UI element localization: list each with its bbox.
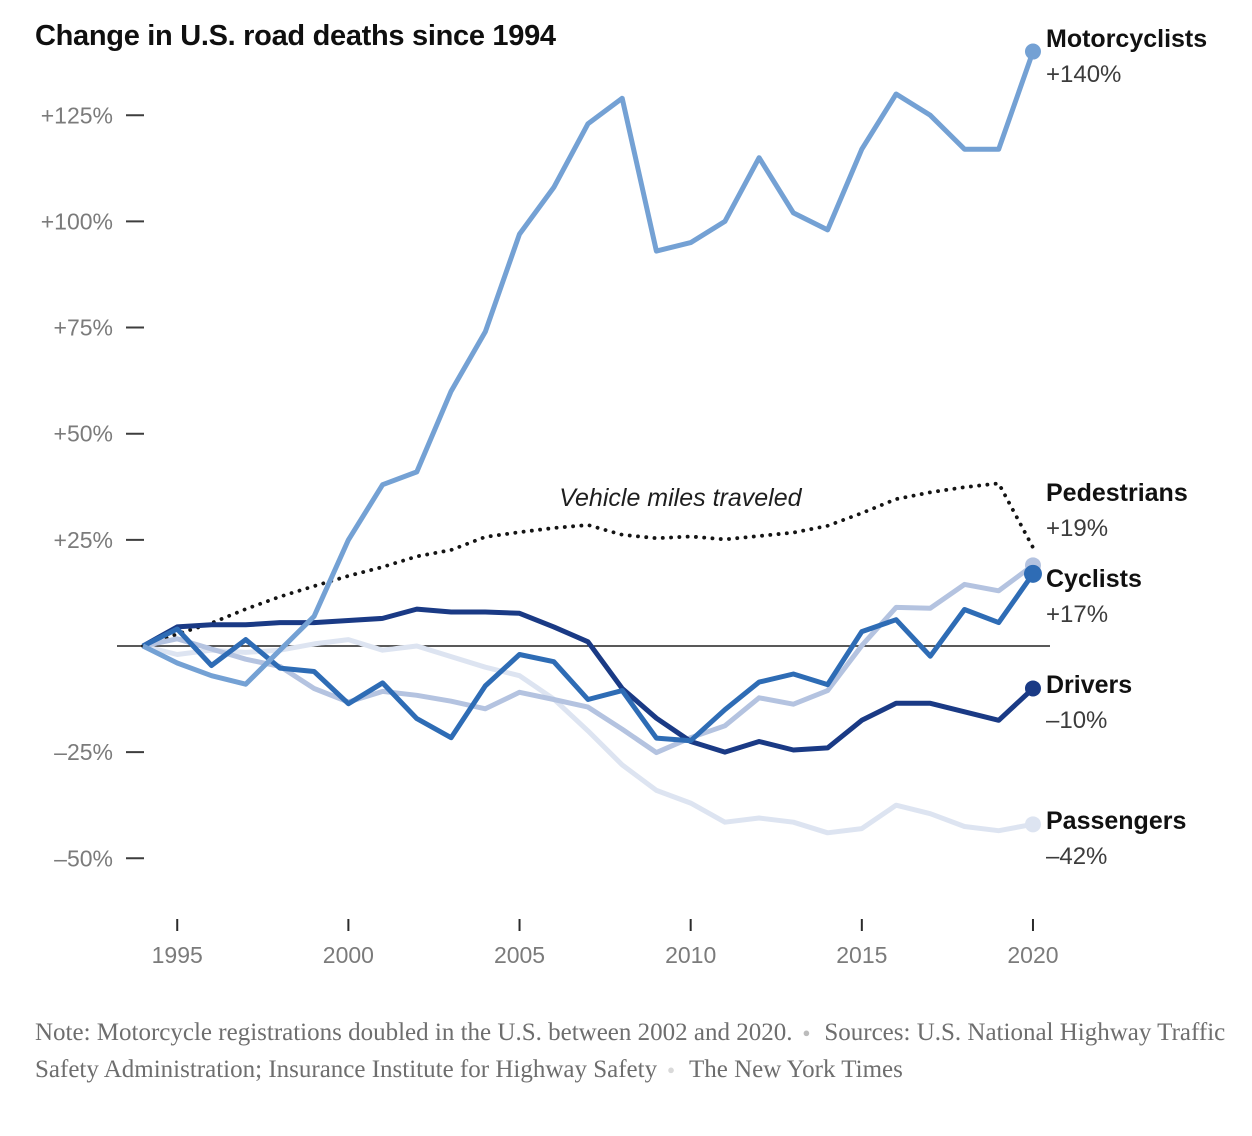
series-line-drivers <box>141 606 1035 755</box>
chart-title: Change in U.S. road deaths since 1994 <box>35 20 556 52</box>
note-part2: Sources: U.S. National Highway Traffic S… <box>35 1019 1226 1083</box>
series-line-pedestrians <box>142 563 1035 756</box>
y-axis-tick-label: –50% <box>54 845 113 871</box>
series-name-pedestrians: Pedestrians <box>1046 479 1188 507</box>
vmt-annotation-label: Vehicle miles traveled <box>559 484 802 512</box>
end-label-cyclists: Cyclists +17% <box>1046 564 1246 628</box>
series-end-dot-motorcyclists <box>1024 43 1041 60</box>
series-value-motorcyclists: +140% <box>1046 61 1122 88</box>
note-bullet-2: ● <box>667 1062 675 1077</box>
series-value-cyclists: +17% <box>1046 601 1109 628</box>
line-chart-svg: +125% +100% +75% +50% +25% –25% –50% 1995 2000 20… <box>41 43 1059 968</box>
y-axis-tick-label: –25% <box>54 739 113 765</box>
y-axis-tick-label: +25% <box>54 527 113 553</box>
note-bullet-1: ● <box>802 1025 811 1040</box>
x-axis-tick-label: 2020 <box>1007 942 1058 968</box>
series-end-dot-passengers <box>1024 816 1041 833</box>
x-axis-tick-label: 2010 <box>665 942 716 968</box>
y-axis-tick-label: +125% <box>41 102 113 128</box>
series-line-passengers <box>142 637 1034 836</box>
y-axis-tick-label: +75% <box>54 315 113 341</box>
series-name-drivers: Drivers <box>1046 671 1133 699</box>
end-label-pedestrians: Pedestrians +19% <box>1046 478 1246 542</box>
series-name-passengers: Passengers <box>1046 807 1187 835</box>
series-line-cyclists <box>141 572 1036 744</box>
series-value-passengers: –42% <box>1046 843 1108 870</box>
series-line-vehicle-miles-traveled <box>141 481 1035 648</box>
note-text: Note: Motorcycle registrations doubled i… <box>35 1014 1235 1088</box>
series-value-drivers: –10% <box>1046 707 1108 734</box>
note-part1: Note: Motorcycle registrations doubled i… <box>35 1019 793 1046</box>
x-axis-tick-label: 2005 <box>494 942 545 968</box>
note-part3: The New York Times <box>688 1056 903 1083</box>
end-label-drivers: Drivers –10% <box>1046 670 1246 734</box>
y-axis-tick-label: +50% <box>54 421 113 447</box>
series-line-motorcyclists <box>141 50 1036 687</box>
series-end-dot-cyclists <box>1023 564 1042 583</box>
series-name-cyclists: Cyclists <box>1046 565 1142 593</box>
end-label-motorcyclists: Motorcyclists +140% <box>1046 24 1246 88</box>
series-end-dot-drivers <box>1024 680 1041 697</box>
x-axis-tick-label: 2000 <box>323 942 374 968</box>
series-value-pedestrians: +19% <box>1046 515 1109 542</box>
y-axis-tick-label: +100% <box>41 208 113 234</box>
x-axis-tick-label: 1995 <box>152 942 203 968</box>
series-name-motorcyclists: Motorcyclists <box>1046 25 1208 53</box>
end-label-passengers: Passengers –42% <box>1046 806 1246 870</box>
x-axis-tick-label: 2015 <box>836 942 887 968</box>
